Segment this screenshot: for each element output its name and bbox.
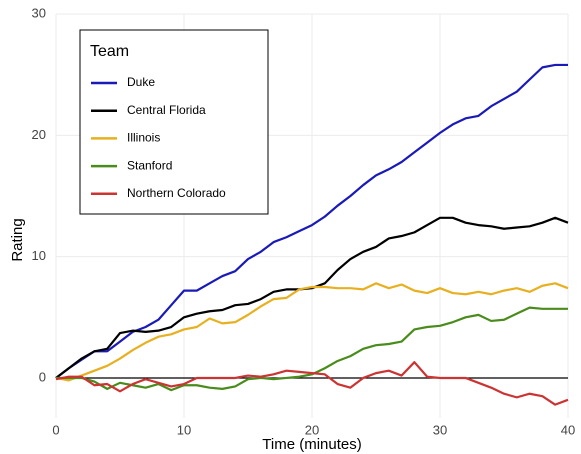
line-series <box>55 282 569 382</box>
y-tick-label: 20 <box>32 127 46 142</box>
legend-title: Team <box>90 43 129 60</box>
x-tick-label: 30 <box>433 422 447 437</box>
x-tick-label: 20 <box>305 422 319 437</box>
y-axis-label: Rating <box>9 218 26 261</box>
y-tick-label: 30 <box>32 5 46 20</box>
x-tick-label: 10 <box>177 422 191 437</box>
y-tick-label: 0 <box>39 369 46 384</box>
y-tick-label: 10 <box>32 248 46 263</box>
legend-label: Central Florida <box>127 103 206 117</box>
legend-label: Duke <box>127 75 155 89</box>
line-series <box>55 63 568 379</box>
x-tick-label: 40 <box>561 422 575 437</box>
legend-label: Northern Colorado <box>127 186 226 200</box>
x-axis-label: Time (minutes) <box>262 436 361 453</box>
legend-box <box>79 29 269 215</box>
line-series <box>56 306 568 392</box>
legend-label: Stanford <box>127 158 172 172</box>
legend-label: Illinois <box>127 131 160 145</box>
line-series <box>55 361 569 406</box>
x-tick-label: 0 <box>52 422 59 437</box>
line-series <box>55 216 569 379</box>
